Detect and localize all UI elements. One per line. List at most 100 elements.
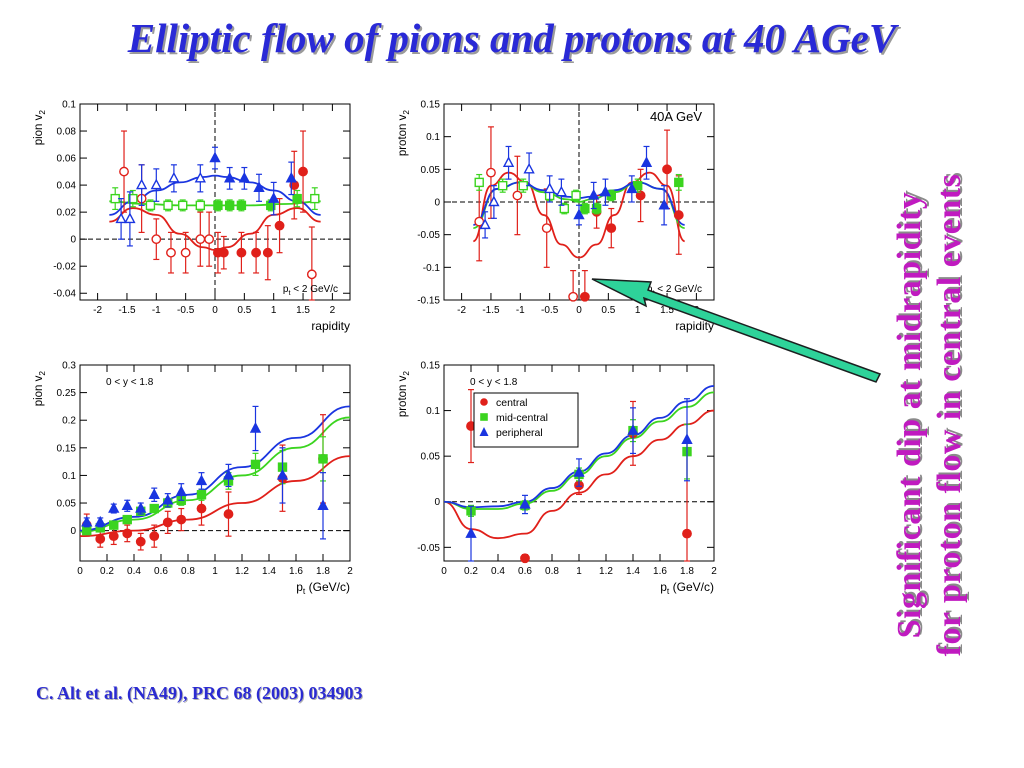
midcentral-point	[580, 203, 590, 214]
x-tick-label: 1.5	[660, 305, 674, 316]
central-point	[606, 223, 617, 234]
x-tick-label: 1.2	[599, 566, 613, 577]
y-axis-label: proton v2	[397, 110, 411, 157]
y-tick-label: 0.08	[57, 127, 77, 138]
central-point	[568, 291, 579, 302]
peripheral-point	[224, 171, 236, 183]
slide-title: Elliptic flow of pions and protons at 40…	[127, 15, 897, 61]
central-point	[520, 553, 530, 564]
y-tick-label: -0.05	[417, 230, 440, 241]
central-point	[176, 514, 187, 525]
x-tick-label: 0.8	[181, 566, 195, 577]
peripheral-point	[238, 171, 251, 183]
central-point	[579, 291, 590, 302]
x-tick-label: 0	[77, 566, 83, 577]
central-fit-curve	[79, 455, 351, 538]
central-point	[95, 534, 106, 544]
peripheral-point	[573, 466, 585, 477]
midcentral-point	[632, 180, 643, 191]
midcentral-point	[110, 193, 120, 204]
midcentral-point	[236, 200, 247, 211]
y-tick-label: 0.2	[62, 416, 76, 427]
midcentral-point	[145, 200, 156, 211]
x-tick-label: -1	[516, 305, 525, 316]
central-point	[486, 167, 496, 178]
citation: C. Alt et al. (NA49), PRC 68 (2003) 0349…	[36, 683, 363, 703]
peripheral-point	[222, 468, 235, 480]
midcentral-point	[163, 200, 173, 211]
y-tick-label: -0.15	[417, 296, 440, 307]
y-tick-label: 0.05	[421, 452, 441, 463]
x-tick-label: -2	[457, 305, 466, 316]
x-tick-label: 1.8	[316, 566, 330, 577]
midcentral-point	[149, 503, 159, 514]
peripheral-point	[135, 178, 148, 190]
central-point	[135, 536, 146, 547]
y-tick-label: 0.05	[57, 499, 77, 510]
peripheral-fit-curve	[109, 174, 321, 216]
x-tick-label: 0.6	[154, 566, 168, 577]
central-point	[180, 247, 191, 258]
peripheral-point	[640, 156, 653, 168]
x-tick-label: 1.4	[626, 566, 640, 577]
y-tick-label: 0.15	[421, 361, 441, 372]
midcentral-point	[178, 200, 188, 211]
peripheral-point	[681, 433, 693, 444]
peripheral-point	[81, 515, 93, 527]
midcentral-point	[518, 180, 528, 191]
central-point	[512, 190, 523, 201]
peripheral-point	[124, 212, 136, 224]
pion-v2-pt-chart: 0 0.2 0.4 0.6 0.8 1 1.2 1.4 1.6 1.8 2 0 0.05 0.1 0.15 0…	[33, 361, 353, 597]
x-tick-label: -1.5	[482, 305, 500, 316]
x-tick-label: 0.6	[518, 566, 532, 577]
central-point	[673, 210, 684, 220]
annotation-line-1: Significant dip at midrapidity	[891, 191, 928, 639]
peripheral-point	[465, 527, 477, 538]
x-tick-label: 1.6	[653, 566, 667, 577]
midcentral-point	[571, 190, 581, 201]
y-tick-label: 0.02	[57, 208, 77, 219]
x-tick-label: 0.4	[491, 566, 505, 577]
y-tick-label: 0.15	[421, 100, 441, 111]
peripheral-point	[479, 218, 491, 230]
peripheral-point	[488, 195, 500, 207]
x-tick-label: 1	[212, 566, 218, 577]
plot-frame	[79, 364, 351, 562]
central-point	[682, 528, 692, 539]
x-tick-label: 2	[694, 305, 700, 316]
peripheral-point	[150, 178, 162, 190]
peripheral-point	[627, 424, 639, 435]
peripheral-point	[523, 162, 535, 174]
central-point	[541, 223, 552, 234]
y-tick-label: 0.15	[57, 443, 77, 454]
peripheral-point	[519, 497, 531, 509]
y-tick-label: 0.3	[62, 361, 76, 372]
x-tick-label: 0.5	[601, 305, 615, 316]
x-tick-label: 0	[441, 566, 447, 577]
x-tick-label: 2	[347, 566, 353, 577]
x-tick-label: 1	[635, 305, 641, 316]
legend-marker-peripheral	[479, 427, 489, 436]
central-point	[149, 531, 160, 542]
peripheral-point	[168, 171, 180, 183]
y-tick-label: 0	[70, 235, 76, 246]
central-point	[251, 247, 261, 258]
x-tick-label: 0.4	[127, 566, 141, 577]
peripheral-point	[555, 185, 568, 197]
y-tick-label: -0.1	[423, 263, 441, 274]
peripheral-point	[543, 182, 556, 194]
peripheral-point	[148, 488, 160, 499]
central-point	[218, 247, 229, 258]
central-point	[223, 509, 234, 519]
midcentral-point	[195, 200, 206, 211]
midcentral-point	[559, 203, 570, 214]
cut-annotation: 0 < y < 1.8	[470, 377, 518, 388]
peripheral-point	[658, 198, 670, 210]
peripheral-point	[121, 499, 133, 510]
midcentral-point	[318, 454, 328, 464]
peripheral-point	[599, 185, 612, 197]
proton-v2-pt-chart: 0 0.2 0.4 0.6 0.8 1 1.2 1.4 1.6 1.8 2 -0.05 0 0.05 0.1…	[397, 361, 717, 597]
peripheral-point	[195, 474, 208, 486]
legend-label: central	[496, 397, 528, 409]
y-tick-label: 0.1	[62, 471, 76, 482]
